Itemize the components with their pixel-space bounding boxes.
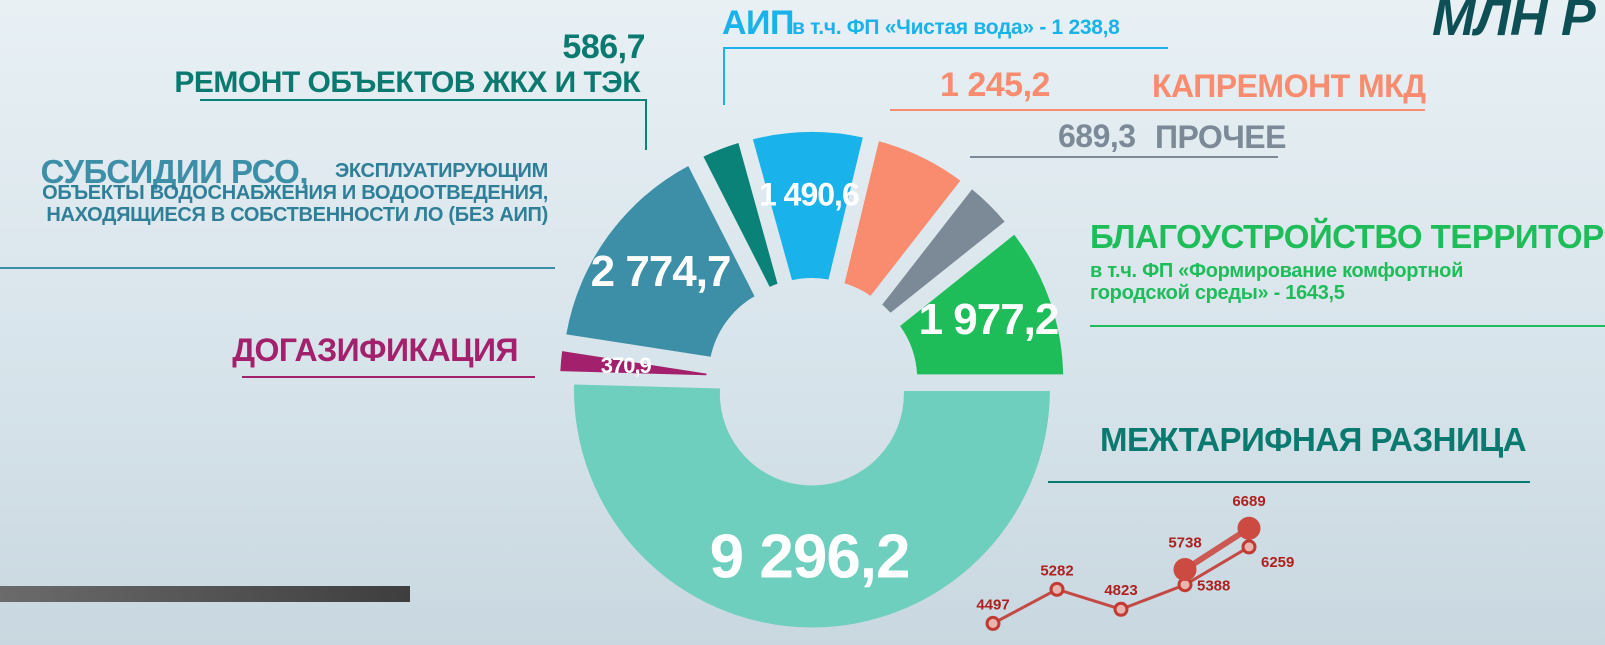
data-label: 5388 <box>1197 578 1230 595</box>
category-label: МЕЖТАРИФНАЯ РАЗНИЦА <box>1100 423 1526 456</box>
value-label: 2 774,7 <box>591 247 731 296</box>
point <box>1243 541 1255 553</box>
infographic: 9 296,2 370,9 2 774,7 1 490,6 1 977,2 4497 528… <box>0 0 1605 645</box>
decor-bar <box>0 586 410 602</box>
value-label: 9 296,2 <box>710 522 910 591</box>
point <box>987 617 999 629</box>
value-label: 1 245,2 <box>940 68 1050 102</box>
data-label: 4823 <box>1104 582 1137 599</box>
value-label: 689,3 <box>1058 120 1136 152</box>
value-label: 1 490,6 <box>759 176 859 212</box>
pie-segment <box>845 141 961 296</box>
data-label: 6259 <box>1261 554 1294 571</box>
point <box>1175 560 1195 580</box>
value-label: 1 977,2 <box>919 295 1059 344</box>
category-label: БЛАГОУСТРОЙСТВО ТЕРРИТОРИЙ <box>1090 220 1605 253</box>
data-label: 6689 <box>1232 493 1265 510</box>
category-note: в т.ч. ФП «Чистая вода» - 1 238,8 <box>792 16 1120 39</box>
point <box>1239 518 1259 538</box>
category-label: ПРОЧЕЕ <box>1155 121 1286 153</box>
data-label: 4497 <box>976 596 1009 613</box>
category-label: ДОГАЗИФИКАЦИЯ <box>232 334 518 366</box>
category-label: АИП <box>722 6 794 40</box>
category-note: в т.ч. ФП «Формирование комфортной город… <box>1090 260 1560 304</box>
category-note: ЭКСПЛУАТИРУЮЩИМ ОБЪЕКТЫ ВОДОСНАБЖЕНИЯ И … <box>0 160 548 226</box>
data-label: 5282 <box>1040 562 1073 579</box>
value-label: 586,7 <box>562 30 645 64</box>
point <box>1115 603 1127 615</box>
value-label: 370,9 <box>601 353 652 378</box>
data-label: 5738 <box>1168 535 1201 552</box>
category-label: КАПРЕМОНТ МКД <box>1152 70 1425 102</box>
point <box>1051 583 1063 595</box>
category-label: РЕМОНТ ОБЪЕКТОВ ЖКХ И ТЭК <box>174 68 640 98</box>
chart-title: МЛН Р <box>1432 0 1595 44</box>
